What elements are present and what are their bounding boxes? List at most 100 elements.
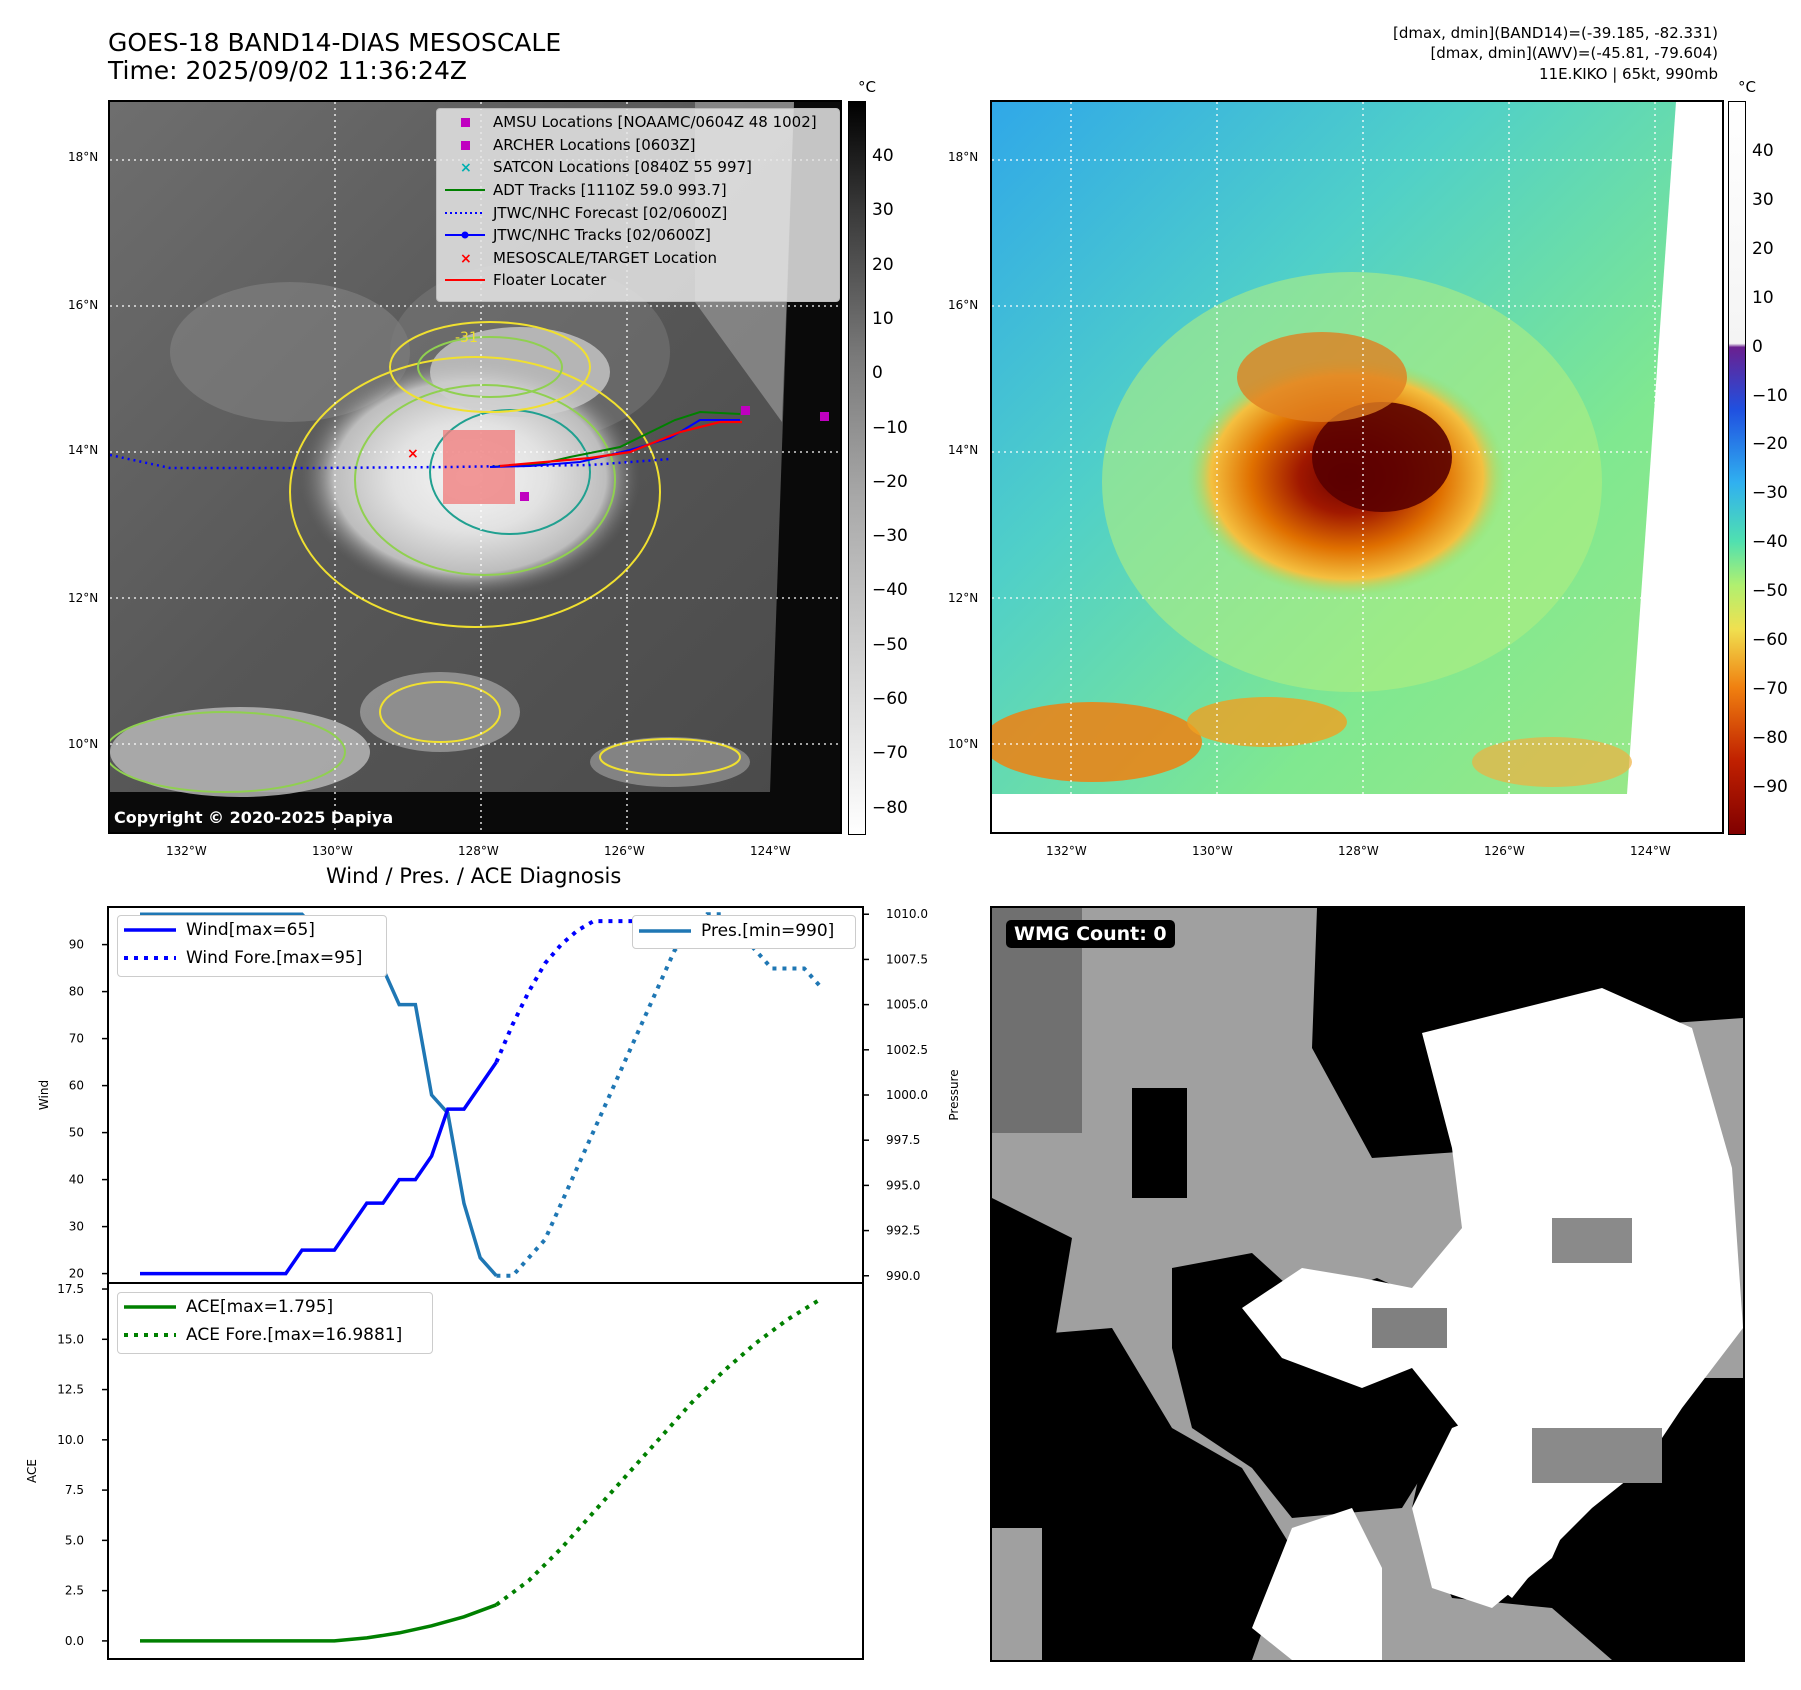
wind-ytick-label: 80 bbox=[69, 985, 84, 999]
colorbar-tick: −10 bbox=[872, 417, 908, 438]
jtwc-track-line bbox=[489, 419, 740, 468]
wind-ylabel: Wind bbox=[37, 1080, 51, 1110]
pres-ytick-label: 1005.0 bbox=[886, 998, 928, 1012]
colorbar-tick: 40 bbox=[872, 146, 894, 166]
ace-line bbox=[140, 1603, 498, 1643]
wind-legend: Wind[max=65] Wind Fore.[max=95] bbox=[117, 915, 387, 977]
colorbar-tick: −90 bbox=[1752, 776, 1788, 797]
legend-entry: AMSU Locations [NOAAMC/0604Z 48 1002] bbox=[443, 111, 839, 134]
legend-label: SATCON Locations [0840Z 55 997] bbox=[493, 158, 752, 177]
lat-label: 12°N bbox=[948, 591, 979, 605]
ace-ytick-label: 0.0 bbox=[65, 1634, 84, 1648]
mesoscale-target-marker: × bbox=[407, 446, 419, 462]
wind-ytick-label: 30 bbox=[69, 1220, 84, 1234]
lon-label: 128°W bbox=[458, 844, 499, 858]
lon-label: 128°W bbox=[1338, 844, 1379, 858]
wmg-panel: WMG Count: 0 bbox=[990, 906, 1745, 1662]
pres-ytick-label: 992.5 bbox=[886, 1224, 920, 1238]
diagnosis-title: Wind / Pres. / ACE Diagnosis bbox=[326, 864, 622, 888]
ace-ytick-label: 12.5 bbox=[57, 1383, 84, 1397]
colorbar-tick: −70 bbox=[1752, 678, 1788, 699]
legend-swatch-ace-fore bbox=[124, 1333, 176, 1337]
stats-line2: [dmax, dmin](AWV)=(-45.81, -79.604) bbox=[1430, 44, 1718, 62]
diagnosis-charts: 20 30 40 50 60 70 80 90 990.0 992.5 995.0 997.5 1000… bbox=[25, 906, 961, 1660]
legend-entry: JTWC/NHC Tracks [02/0600Z] bbox=[443, 224, 839, 247]
legend-label: ARCHER Locations [0603Z] bbox=[493, 135, 696, 154]
lat-label: 18°N bbox=[948, 150, 979, 164]
colorbar-tick: 0 bbox=[872, 363, 883, 384]
legend-swatch-pres bbox=[639, 929, 691, 933]
contour-teal bbox=[429, 409, 591, 535]
colorbar-tick: 20 bbox=[872, 254, 894, 275]
colorbar-tick: −80 bbox=[1752, 727, 1788, 748]
lon-label: 130°W bbox=[1192, 844, 1233, 858]
contour-green bbox=[354, 384, 616, 576]
legend-label: ACE Fore.[max=16.9881] bbox=[186, 1325, 403, 1345]
pressure-ylabel: Pressure bbox=[947, 1069, 961, 1120]
floater-track-line bbox=[499, 420, 742, 468]
legend-label: Floater Locater bbox=[493, 271, 607, 290]
legend-entry: JTWC/NHC Forecast [02/0600Z] bbox=[443, 201, 839, 224]
legend-marker: × bbox=[460, 251, 472, 266]
wv-colorbar-unit: °C bbox=[1738, 78, 1756, 96]
lon-label: 132°W bbox=[1046, 844, 1087, 858]
colorbar-tick: −40 bbox=[872, 580, 908, 601]
colorbar-tick: −30 bbox=[1752, 483, 1788, 504]
lat-label: 16°N bbox=[948, 298, 979, 312]
legend-marker bbox=[461, 118, 470, 128]
legend-label: Wind Fore.[max=95] bbox=[186, 948, 363, 968]
colorbar-tick: 10 bbox=[872, 308, 894, 329]
legend-entry: × MESOSCALE/TARGET Location bbox=[443, 247, 839, 270]
pres-ytick-label: 1007.5 bbox=[886, 952, 928, 966]
wv-colorbar bbox=[1728, 101, 1746, 835]
colorbar-tick: 30 bbox=[872, 200, 894, 221]
legend-marker bbox=[445, 231, 485, 239]
forecast-track-line bbox=[110, 453, 671, 470]
ace-ylabel: ACE bbox=[25, 1459, 39, 1483]
storm-info: 11E.KIKO | 65kt, 990mb bbox=[1539, 65, 1718, 83]
legend-marker: × bbox=[460, 160, 472, 175]
contour-label: -31 bbox=[455, 330, 478, 346]
legend-entry: Floater Locater bbox=[443, 269, 839, 292]
lon-label: 124°W bbox=[1630, 844, 1671, 858]
ace-axes-frame bbox=[107, 1282, 864, 1660]
legend-entry: × SATCON Locations [0840Z 55 997] bbox=[443, 156, 839, 179]
lat-label: 10°N bbox=[948, 737, 979, 751]
pres-ytick-label: 1002.5 bbox=[886, 1043, 928, 1057]
lon-label: 126°W bbox=[1484, 844, 1525, 858]
lat-label: 14°N bbox=[948, 443, 979, 457]
pres-ytick-label: 997.5 bbox=[886, 1133, 920, 1147]
stats-line1: [dmax, dmin](BAND14)=(-39.185, -82.331) bbox=[1393, 24, 1718, 42]
legend-label: ADT Tracks [1110Z 59.0 993.7] bbox=[493, 181, 727, 200]
wind-ytick-label: 90 bbox=[69, 938, 84, 952]
colorbar-tick: 20 bbox=[1752, 238, 1774, 259]
contour-yellow bbox=[289, 356, 661, 628]
colorbar-tick: −60 bbox=[872, 689, 908, 709]
colorbar-tick: 40 bbox=[1752, 141, 1774, 161]
ace-ytick-label: 17.5 bbox=[57, 1282, 84, 1296]
lon-label: 132°W bbox=[166, 844, 207, 858]
legend-label: Wind[max=65] bbox=[186, 920, 315, 940]
colorbar-tick: −20 bbox=[1752, 434, 1788, 455]
wmg-count-label: WMG Count: 0 bbox=[1006, 920, 1175, 948]
ace-ytick-label: 2.5 bbox=[65, 1584, 84, 1598]
svg-text:×: × bbox=[460, 251, 472, 266]
lat-label: 12°N bbox=[68, 591, 99, 605]
pres-ytick-label: 1000.0 bbox=[886, 1088, 928, 1102]
wv-graticule bbox=[992, 102, 1722, 832]
legend-entry: ADT Tracks [1110Z 59.0 993.7] bbox=[443, 179, 839, 202]
colorbar-tick: −50 bbox=[1752, 581, 1788, 602]
wind-line bbox=[140, 1061, 498, 1276]
colorbar-tick: −10 bbox=[1752, 385, 1788, 406]
legend-marker bbox=[445, 211, 485, 214]
pres-ytick-label: 1010.0 bbox=[886, 907, 928, 921]
colorbar-tick: −50 bbox=[872, 634, 908, 655]
legend-swatch-ace bbox=[124, 1305, 176, 1309]
wv-map-image bbox=[992, 102, 1722, 832]
ace-ytick-label: 15.0 bbox=[57, 1332, 84, 1346]
pres-ytick-label: 995.0 bbox=[886, 1178, 920, 1192]
colorbar-tick: −80 bbox=[872, 797, 908, 818]
lat-label: 14°N bbox=[68, 443, 99, 457]
wind-ytick-label: 70 bbox=[69, 1032, 84, 1046]
ir-colorbar bbox=[848, 101, 866, 835]
